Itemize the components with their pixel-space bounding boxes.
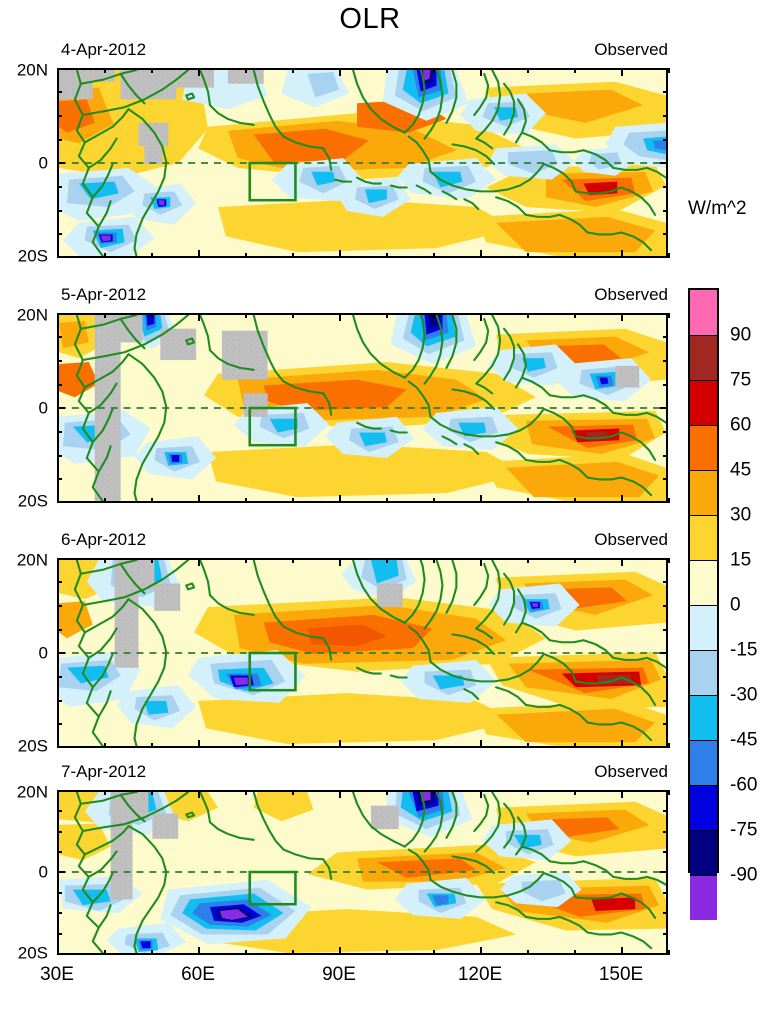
x-tick-label-150e: 150E [598, 964, 644, 985]
colorbar-tick-60: 60 [730, 414, 752, 436]
colorbar-tick-neg30: -30 [730, 684, 758, 706]
colorbar-band-neg90-neg75 [690, 830, 717, 875]
map-panel-4: 20N 0 20S [17, 784, 670, 962]
colorbar-band-0-15 [690, 560, 717, 605]
x-tick-label-120e: 120E [457, 964, 503, 985]
y-tick-label-0-4: 0 [38, 862, 48, 882]
colorbar-tick-0: 0 [730, 594, 741, 616]
colorbar-band-75-90 [690, 335, 717, 380]
colorbar-tick-neg90: -90 [730, 864, 758, 886]
olr-field-4 [59, 792, 666, 953]
colorbar-band-neg45-neg30 [690, 695, 717, 740]
colorbar-band-neg15-0 [690, 605, 717, 650]
y-tick-label-20n-3: 20N [16, 550, 48, 570]
panel-source-1: Observed [594, 40, 668, 59]
colorbar-tick-30: 30 [730, 504, 752, 526]
plot-area-4 [57, 790, 668, 955]
colorbar-tick-90: 90 [730, 324, 752, 346]
colorbar-band-neg75-neg60 [690, 785, 717, 830]
y-tick-label-20n-4: 20N [16, 782, 48, 802]
plot-area-1 [57, 68, 668, 258]
map-panel-2: 20N 0 20S [17, 307, 670, 510]
olr-field-3 [59, 560, 666, 746]
panel-date-1: 4-Apr-2012 [61, 40, 147, 59]
colorbar-tick-75: 75 [730, 369, 752, 391]
colorbar-band-45-60 [690, 425, 717, 470]
colorbar-tick-neg75: -75 [730, 819, 758, 841]
colorbar-tick-15: 15 [730, 549, 752, 571]
colorbar-band-30-45 [690, 470, 717, 515]
plot-area-3 [57, 558, 668, 748]
colorbar-unit-label: W/m^2 [688, 198, 747, 219]
plot-area-2 [57, 313, 668, 503]
y-tick-label-20s-2: 20S [17, 491, 48, 511]
y-tick-label-20n-1: 20N [16, 60, 48, 80]
panel-date-3: 6-Apr-2012 [61, 530, 147, 549]
panel-date-4: 7-Apr-2012 [61, 762, 147, 781]
y-tick-label-20s-3: 20S [17, 736, 48, 756]
colorbar-band-neg30-neg15 [690, 650, 717, 695]
olr-field-1 [59, 70, 666, 256]
y-tick-label-20s-1: 20S [17, 246, 48, 266]
colorbar-band-15-30 [690, 515, 717, 560]
colorbar-band-60-75 [690, 380, 717, 425]
y-tick-label-20s-4: 20S [17, 943, 48, 963]
y-tick-label-0-1: 0 [38, 153, 48, 173]
colorbar-tick-neg15: -15 [730, 639, 758, 661]
panel-date-2: 5-Apr-2012 [61, 285, 147, 304]
x-tick-label-60e: 60E [181, 964, 215, 985]
colorbar-tick-45: 45 [730, 459, 752, 481]
colorbar-band-neg60-neg45 [690, 740, 717, 785]
x-tick-label-30e: 30E [40, 964, 74, 985]
panel-source-2: Observed [594, 285, 668, 304]
olr-field-2 [59, 315, 666, 501]
colorbar-tick-neg60: -60 [730, 774, 758, 796]
y-tick-label-0-3: 0 [38, 643, 48, 663]
colorbar-band-below-neg90 [690, 875, 717, 920]
panel-source-4: Observed [594, 762, 668, 781]
panel-source-3: Observed [594, 530, 668, 549]
y-tick-label-20n-2: 20N [16, 305, 48, 325]
map-panel-3: 20N 0 20S [17, 552, 670, 755]
x-tick-label-90e: 90E [322, 964, 356, 985]
map-panel-1: 20N 0 20S [17, 62, 670, 265]
figure-title: OLR [339, 3, 401, 35]
colorbar: 90 75 60 45 30 15 0 -15 -30 -45 -60 -75 … [688, 288, 757, 920]
colorbar-band-above-90 [690, 290, 717, 335]
y-tick-label-0-2: 0 [38, 398, 48, 418]
colorbar-tick-neg45: -45 [730, 729, 758, 751]
